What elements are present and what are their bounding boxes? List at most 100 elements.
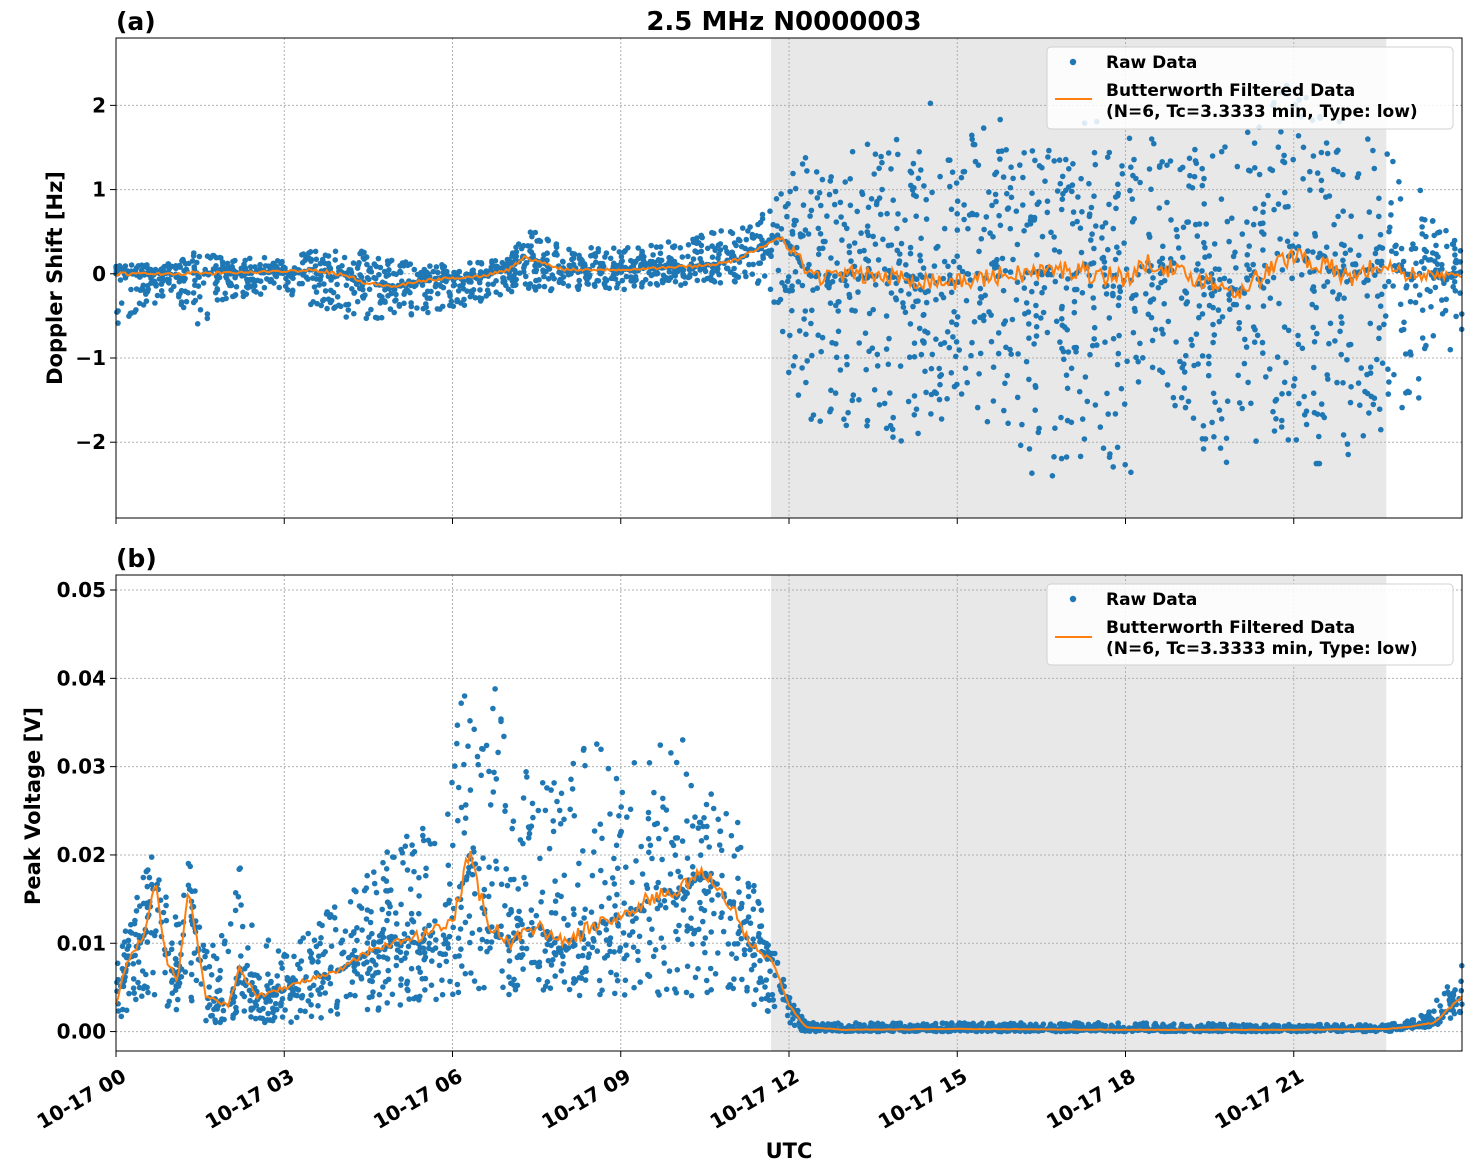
raw-data-point bbox=[221, 940, 228, 947]
raw-data-point bbox=[488, 939, 495, 945]
raw-data-point bbox=[733, 272, 739, 279]
raw-data-point bbox=[741, 951, 748, 958]
raw-data-point bbox=[988, 312, 994, 318]
raw-data-point bbox=[1116, 332, 1122, 339]
raw-data-point bbox=[522, 281, 529, 287]
raw-data-point bbox=[791, 222, 797, 228]
raw-data-point bbox=[1311, 339, 1318, 345]
raw-data-point bbox=[623, 864, 629, 870]
raw-data-point bbox=[534, 261, 540, 268]
raw-data-point bbox=[461, 830, 468, 836]
raw-data-point bbox=[156, 877, 162, 883]
raw-data-point bbox=[140, 874, 147, 881]
raw-data-point bbox=[435, 290, 441, 297]
raw-data-point bbox=[181, 892, 187, 899]
raw-data-point bbox=[331, 305, 337, 312]
raw-data-point bbox=[997, 222, 1004, 229]
raw-data-point bbox=[1160, 243, 1166, 250]
raw-data-point bbox=[1192, 146, 1198, 153]
raw-data-point bbox=[839, 237, 845, 243]
raw-data-point bbox=[569, 786, 576, 792]
raw-data-point bbox=[1092, 161, 1099, 168]
raw-data-point bbox=[306, 255, 313, 262]
raw-data-point bbox=[334, 281, 340, 288]
raw-data-point bbox=[1355, 380, 1362, 386]
raw-data-point bbox=[1184, 219, 1190, 225]
raw-data-point bbox=[1027, 221, 1034, 227]
raw-data-point bbox=[779, 280, 785, 286]
raw-data-point bbox=[659, 277, 666, 284]
raw-data-point bbox=[552, 878, 558, 884]
raw-data-point bbox=[547, 985, 554, 991]
raw-data-point bbox=[850, 392, 857, 398]
raw-data-point bbox=[1002, 380, 1008, 387]
raw-data-point bbox=[202, 965, 208, 971]
raw-data-point bbox=[1068, 419, 1075, 426]
raw-data-point bbox=[1224, 398, 1231, 405]
raw-data-point bbox=[861, 1022, 867, 1028]
raw-data-point bbox=[1033, 333, 1040, 339]
raw-data-point bbox=[601, 955, 608, 961]
raw-data-point bbox=[1145, 311, 1152, 318]
raw-data-point bbox=[268, 276, 274, 283]
raw-data-point bbox=[1023, 300, 1030, 306]
raw-data-point bbox=[550, 818, 556, 824]
raw-data-point bbox=[712, 971, 719, 977]
raw-data-point bbox=[1400, 258, 1407, 265]
raw-data-point bbox=[802, 227, 809, 233]
raw-data-point bbox=[348, 267, 354, 273]
raw-data-point bbox=[450, 842, 456, 849]
raw-data-point bbox=[377, 300, 384, 306]
raw-data-point bbox=[745, 914, 752, 920]
raw-data-point bbox=[1270, 274, 1277, 281]
raw-data-point bbox=[548, 962, 555, 968]
raw-data-point bbox=[832, 188, 839, 195]
raw-data-point bbox=[595, 246, 602, 252]
raw-data-point bbox=[498, 881, 505, 888]
raw-data-point bbox=[684, 818, 690, 824]
raw-data-point bbox=[1038, 315, 1044, 321]
raw-data-point bbox=[1031, 341, 1037, 347]
raw-data-point bbox=[1201, 239, 1207, 246]
raw-data-point bbox=[405, 943, 412, 950]
raw-data-point bbox=[1146, 234, 1153, 240]
raw-data-point bbox=[1178, 394, 1185, 401]
raw-data-point bbox=[613, 262, 620, 269]
raw-data-point bbox=[903, 272, 910, 278]
raw-data-point bbox=[915, 175, 922, 182]
raw-data-point bbox=[1386, 228, 1392, 235]
raw-data-point bbox=[1135, 358, 1141, 365]
raw-data-point bbox=[1399, 404, 1405, 411]
raw-data-point bbox=[114, 979, 120, 986]
raw-data-point bbox=[1192, 158, 1199, 164]
raw-data-point bbox=[938, 372, 945, 378]
raw-data-point bbox=[368, 306, 374, 313]
raw-data-point bbox=[1159, 159, 1165, 165]
raw-data-point bbox=[1181, 385, 1188, 391]
raw-data-point bbox=[592, 251, 598, 257]
raw-data-point bbox=[1017, 442, 1024, 449]
raw-data-point bbox=[1358, 365, 1364, 371]
raw-data-point bbox=[947, 157, 953, 163]
raw-data-point bbox=[523, 945, 530, 952]
raw-data-point bbox=[1295, 244, 1302, 250]
raw-data-point bbox=[801, 316, 807, 322]
raw-data-point bbox=[363, 254, 370, 260]
raw-data-point bbox=[627, 806, 634, 813]
raw-data-point bbox=[1241, 290, 1248, 296]
raw-data-point bbox=[252, 972, 258, 978]
raw-data-point bbox=[265, 971, 271, 977]
raw-data-point bbox=[422, 987, 428, 993]
raw-data-point bbox=[708, 987, 714, 993]
raw-data-point bbox=[1044, 198, 1051, 204]
raw-data-point bbox=[1370, 147, 1376, 154]
raw-data-point bbox=[660, 795, 666, 802]
raw-data-point bbox=[1178, 295, 1185, 302]
raw-data-point bbox=[815, 332, 821, 339]
raw-data-point bbox=[818, 348, 824, 355]
raw-data-point bbox=[575, 882, 581, 888]
raw-data-point bbox=[872, 151, 879, 157]
raw-data-point bbox=[694, 277, 701, 284]
raw-data-point bbox=[910, 192, 917, 198]
raw-data-point bbox=[628, 274, 634, 280]
